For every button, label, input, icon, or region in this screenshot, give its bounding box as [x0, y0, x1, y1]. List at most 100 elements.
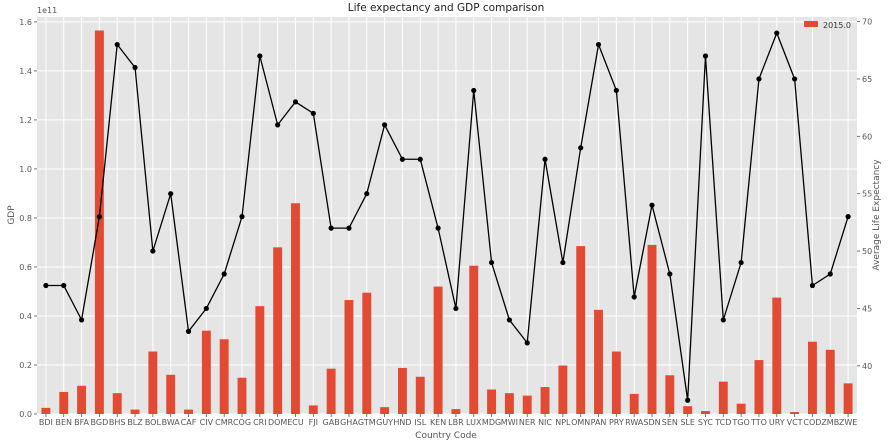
point-pry: [613, 87, 619, 94]
x-tick-label-dom: DOM: [268, 418, 287, 427]
point-zmb: [827, 271, 833, 277]
x-tick-label-isl: ISL: [414, 418, 426, 427]
bar-bfa: [77, 385, 87, 414]
x-tick-label-bgd: BGD: [91, 418, 109, 427]
y-tick-label-7: 1.4: [19, 67, 32, 76]
y-tick-label-5: 1.0: [19, 165, 32, 174]
bar-ecu: [291, 203, 300, 414]
point-bdi: [43, 282, 49, 289]
bar-syc: [701, 411, 710, 414]
point-mwi: [506, 317, 512, 323]
bar-pry: [611, 351, 621, 414]
bar-hnd: [397, 367, 407, 414]
point-bol: [150, 248, 156, 254]
point-civ: [203, 305, 209, 312]
y-axis-offset-label: 1e11: [37, 6, 57, 15]
x-tick-label-caf: CAF: [181, 418, 197, 427]
y2-tick-label-2: 50: [862, 247, 872, 256]
bar-ben: [59, 391, 69, 414]
point-hnd: [399, 156, 406, 162]
bar-blz: [130, 409, 140, 414]
x-tick-label-cmr: CMR: [215, 418, 233, 427]
y2-axis-label: Average Life Expectancy: [872, 159, 882, 271]
bar-ury: [772, 297, 782, 414]
point-gtm: [364, 191, 370, 197]
point-mdg: [488, 259, 495, 266]
bar-npl: [558, 365, 568, 414]
bar-lbr: [451, 409, 461, 414]
x-tick-label-zwe: ZWE: [839, 418, 857, 427]
point-ken: [435, 225, 441, 231]
point-tto: [756, 76, 762, 82]
bar-bdi: [41, 407, 51, 414]
point-ner: [524, 340, 530, 346]
point-vct: [792, 76, 798, 82]
bar-mwi: [504, 393, 514, 414]
x-tick-label-syc: SYC: [698, 418, 714, 427]
y2-tick-label-1: 45: [862, 304, 872, 313]
x-tick-label-sen: SEN: [662, 418, 678, 427]
x-tick-label-ury: URY: [769, 418, 785, 427]
bar-cmr: [219, 339, 229, 414]
bar-mdg: [487, 389, 497, 414]
y-axis-ticks: 0.0 0.2 0.4 0.6 0.8 1.0 1.2 1.4 1.6: [19, 18, 37, 419]
x-tick-label-bfa: BFA: [74, 418, 89, 427]
bar-nic: [540, 387, 550, 414]
bar-isl: [415, 376, 425, 414]
y-tick-label-1: 0.2: [19, 361, 32, 370]
y2-tick-label-4: 60: [862, 132, 872, 141]
point-bfa: [78, 317, 85, 323]
x-tick-label-cod: COD: [803, 418, 821, 427]
life-expectancy-line: [45, 31, 849, 401]
bar-tgo: [736, 403, 746, 414]
x-axis-ticks: BDI BEN BFA BGD BHS BLZ BOL BWA CAF CIV CMR COG CRI D…: [39, 414, 857, 427]
x-tick-label-tcd: TCD: [714, 418, 731, 427]
x-tick-label-cri: CRI: [253, 418, 267, 427]
point-omn: [578, 145, 584, 151]
x-tick-label-ner: NER: [519, 418, 536, 427]
point-ecu: [292, 99, 299, 105]
bar-bhs: [112, 393, 122, 414]
x-tick-label-gtm: GTM: [358, 418, 376, 427]
y-tick-label-8: 1.6: [19, 18, 32, 27]
x-tick-label-tto: TTO: [750, 418, 767, 427]
bar-omn: [576, 246, 586, 414]
bar-series: [41, 30, 853, 415]
bar-zwe: [843, 383, 853, 414]
point-pan: [595, 41, 602, 48]
y-tick-label-6: 1.2: [19, 116, 32, 125]
x-tick-label-bdi: BDI: [39, 418, 53, 427]
point-lux: [471, 87, 477, 94]
y2-tick-label-0: 40: [862, 362, 872, 371]
bar-gab: [326, 368, 336, 414]
x-axis-label: Country Code: [415, 431, 477, 441]
point-blz: [132, 64, 138, 71]
bar-tto: [754, 360, 764, 414]
x-tick-label-blz: BLZ: [127, 418, 143, 427]
point-cmr: [221, 271, 227, 277]
bar-cod: [807, 341, 817, 414]
point-lbr: [453, 305, 459, 312]
point-zwe: [845, 214, 851, 220]
point-isl: [417, 156, 423, 162]
bar-fji: [308, 405, 318, 414]
point-cri: [257, 53, 263, 59]
x-tick-label-lbr: LBR: [448, 418, 464, 427]
x-tick-label-ben: BEN: [55, 418, 72, 427]
point-bwa: [168, 191, 174, 197]
x-tick-label-pan: PAN: [591, 418, 607, 427]
bar-sle: [683, 406, 693, 414]
bar-zmb: [825, 349, 835, 414]
y-tick-label-2: 0.4: [19, 312, 32, 321]
bar-sen: [665, 375, 675, 414]
point-tgo: [738, 259, 744, 266]
point-gha: [346, 225, 352, 231]
bar-lux: [469, 265, 479, 414]
chart-title: Life expectancy and GDP comparison: [348, 2, 544, 14]
x-tick-label-bol: BOL: [145, 418, 162, 427]
x-tick-label-pry: PRY: [609, 418, 624, 427]
bar-tcd: [718, 381, 728, 414]
legend: 2015.0: [804, 21, 851, 30]
